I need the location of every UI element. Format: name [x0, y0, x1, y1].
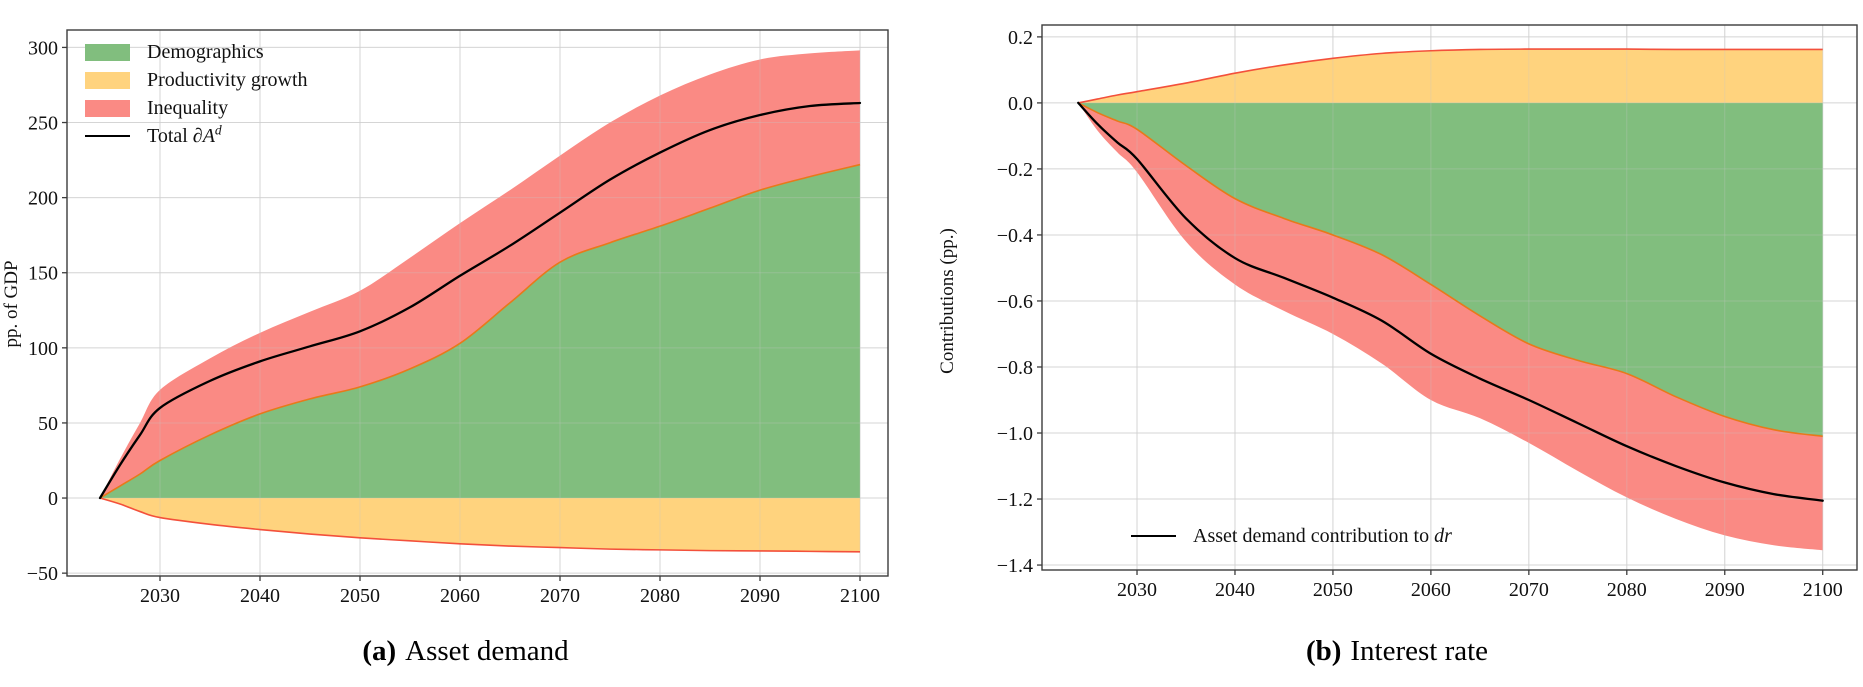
- ticks: [1037, 36, 1824, 575]
- y-tick-label: −1.4: [997, 555, 1033, 577]
- y-tick-label: −0.2: [997, 159, 1033, 181]
- total-line-swatch: [85, 135, 130, 137]
- inequality-area: [100, 50, 860, 499]
- axis-frame: [1041, 24, 1858, 571]
- demographics-area-edge: [1077, 102, 1823, 438]
- total-line-swatch: [1131, 535, 1176, 537]
- productivity-area-edge: [1078, 48, 1823, 104]
- axis-frame: [66, 29, 889, 577]
- demographics-area-edge: [99, 163, 861, 499]
- legend-a: Demographics Productivity growth Inequal…: [85, 38, 308, 150]
- demographics-area: [100, 164, 860, 499]
- demographics-swatch: [85, 43, 130, 61]
- y-tick-label: −0.4: [997, 225, 1033, 247]
- caption-tag: (b): [1305, 635, 1342, 667]
- x-tick-label: 2080: [640, 585, 680, 607]
- y-tick-label: 0: [48, 488, 58, 510]
- x-tick-label: 2030: [1117, 579, 1157, 601]
- legend-item-inequality: Inequality: [85, 94, 308, 122]
- legend-item-total: Total ∂Ad: [85, 122, 308, 150]
- interest-rate-chart: 2030 2040 2050 2060 2070 2080 2090 2100 0.2 0.0 −0…: [997, 24, 1858, 601]
- y-tick-label: 300: [28, 37, 58, 59]
- legend-label: Total ∂Ad: [147, 121, 222, 147]
- legend-label: Asset demand contribution to dr: [1193, 524, 1452, 547]
- y-tick-label: −1.2: [997, 489, 1033, 511]
- productivity-swatch: [85, 71, 130, 89]
- x-tick-label: 2040: [240, 585, 280, 607]
- legend-label: Inequality: [147, 96, 229, 119]
- y-tick-label: 50: [38, 413, 58, 435]
- y-tick-label: −0.6: [997, 291, 1033, 313]
- panel-asset-demand: pp. of GDP 2030 2040 2050 2060 2070 2080 2090 2…: [0, 0, 931, 687]
- x-tick-label: 2100: [840, 585, 880, 607]
- y-tick-label: −50: [27, 563, 58, 585]
- caption-b: (b) Interest rate: [931, 635, 1863, 668]
- x-tick-label: 2060: [440, 585, 480, 607]
- x-tick-label: 2070: [1509, 579, 1549, 601]
- legend-label: Demographics: [147, 40, 264, 63]
- total-line: [1077, 101, 1824, 502]
- x-tick-label: 2050: [1313, 579, 1353, 601]
- x-tick-label: 2070: [540, 585, 580, 607]
- asset-demand-chart: 2030 2040 2050 2060 2070 2080 2090 2100 −50 0 50 10…: [27, 29, 889, 607]
- x-tick-label: 2090: [1705, 579, 1745, 601]
- inequality-swatch: [85, 99, 130, 117]
- ticks: [62, 46, 861, 581]
- y-tick-label: 0.0: [1008, 93, 1033, 115]
- y-tick-label: 200: [28, 188, 58, 210]
- y-tick-label: −1.0: [997, 423, 1033, 445]
- y-tick-label: 0.2: [1008, 27, 1033, 49]
- legend-label: Productivity growth: [147, 68, 308, 91]
- y-tick-label: 100: [28, 338, 58, 360]
- caption-a: (a) Asset demand: [0, 635, 931, 668]
- x-tick-label: 2040: [1215, 579, 1255, 601]
- legend-item-demographics: Demographics: [85, 38, 308, 66]
- legend-item-asset-demand-contribution: Asset demand contribution to dr: [1131, 522, 1452, 550]
- productivity-area: [1078, 49, 1823, 103]
- x-tick-label: 2080: [1607, 579, 1647, 601]
- demographics-area: [1078, 102, 1823, 437]
- legend-item-productivity: Productivity growth: [85, 66, 308, 94]
- x-tick-label: 2090: [740, 585, 780, 607]
- productivity-area-edge: [99, 497, 861, 553]
- y-tick-label: −0.8: [997, 357, 1033, 379]
- caption-text: Interest rate: [1350, 635, 1489, 667]
- legend-b: Asset demand contribution to dr: [1131, 522, 1452, 550]
- panel-interest-rate: Contributions (pp.) 2030 2040 2050 2060 2070…: [931, 0, 1863, 687]
- gridlines-overlay: [67, 30, 888, 576]
- x-tick-label: 2060: [1411, 579, 1451, 601]
- productivity-area: [100, 498, 860, 552]
- x-tick-label: 2050: [340, 585, 380, 607]
- inequality-area: [1078, 102, 1823, 551]
- x-tick-label: 2100: [1803, 579, 1843, 601]
- y-tick-label: 250: [28, 113, 58, 135]
- y-tick-label: 150: [28, 263, 58, 285]
- caption-text: Asset demand: [405, 635, 569, 667]
- total-line: [98, 101, 862, 500]
- caption-tag: (a): [362, 635, 397, 667]
- x-tick-label: 2030: [140, 585, 180, 607]
